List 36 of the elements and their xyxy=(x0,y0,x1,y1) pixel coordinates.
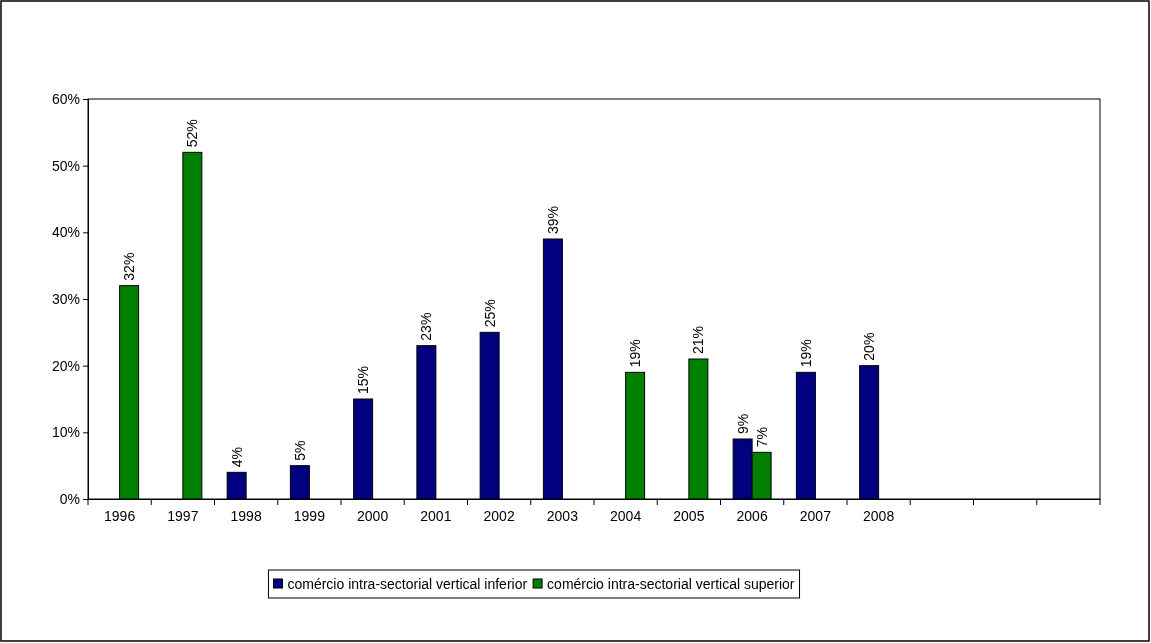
x-tick-label: 2006 xyxy=(736,507,768,524)
y-tick-label: 10% xyxy=(51,424,80,441)
x-tick-label: 2003 xyxy=(546,507,579,524)
data-label: 5% xyxy=(291,440,308,461)
data-label: 4% xyxy=(228,447,245,468)
x-tick-label: 2008 xyxy=(863,507,895,524)
y-tick-label: 50% xyxy=(51,157,80,174)
y-tick-label: 60% xyxy=(51,90,80,107)
data-label: 15% xyxy=(355,365,372,394)
y-tick-label: 20% xyxy=(51,357,80,374)
data-label: 20% xyxy=(861,332,878,361)
x-tick-label: 1996 xyxy=(104,507,136,524)
data-label: 39% xyxy=(544,205,561,234)
x-tick-label: 1998 xyxy=(230,507,262,524)
x-tick-label: 2005 xyxy=(673,507,705,524)
data-label: 7% xyxy=(753,427,770,448)
x-tick-label: 2007 xyxy=(799,507,832,524)
data-label: 19% xyxy=(797,339,814,368)
y-tick-label: 30% xyxy=(51,290,80,307)
data-label: 9% xyxy=(734,413,751,434)
x-tick-label: 1999 xyxy=(293,507,326,524)
data-label: 32% xyxy=(121,252,138,281)
x-tick-label: 2002 xyxy=(483,507,515,524)
data-label: 19% xyxy=(627,339,644,368)
x-tick-label: 2000 xyxy=(357,507,389,524)
x-tick-label: 1997 xyxy=(167,507,199,524)
y-tick-label: 40% xyxy=(51,224,80,241)
data-label: 25% xyxy=(481,299,498,328)
y-tick-label: 0% xyxy=(59,490,80,507)
legend-label: comércio intra-sectorial vertical inferior xyxy=(287,575,528,592)
data-label: 52% xyxy=(184,119,201,148)
x-tick-label: 2001 xyxy=(420,507,452,524)
x-tick-label: 2004 xyxy=(610,507,642,524)
data-label: 21% xyxy=(690,325,707,354)
legend-label: comércio intra-sectorial vertical superior xyxy=(547,575,795,592)
data-label: 23% xyxy=(418,312,435,341)
